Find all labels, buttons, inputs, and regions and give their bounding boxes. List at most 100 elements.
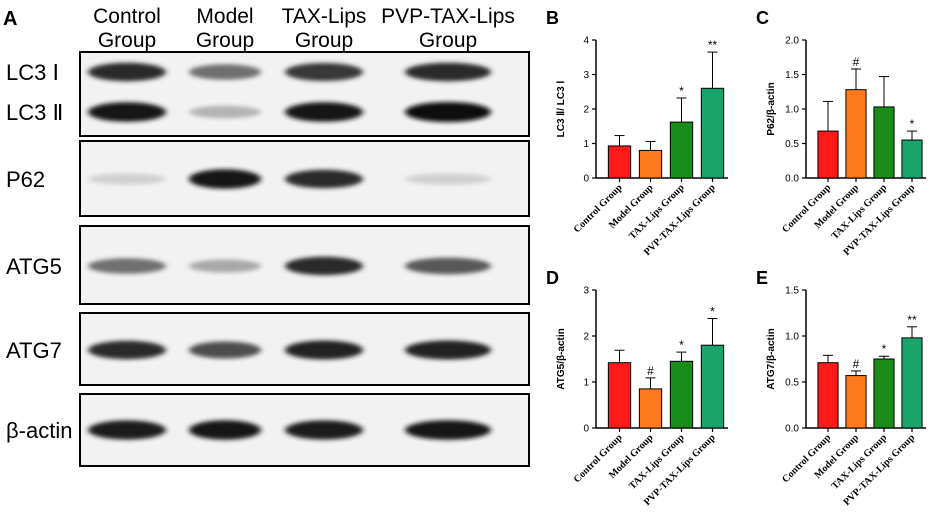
significance-label: **	[708, 38, 718, 52]
y-axis-label: ATG7/β-actin	[766, 328, 777, 389]
column-header-tax-lips-line1: TAX-Lips	[282, 5, 367, 28]
blot-band	[405, 257, 491, 275]
y-tick-label: 1.5	[785, 286, 799, 297]
column-header-model-line1: Model	[196, 5, 253, 28]
significance-label: #	[647, 364, 654, 378]
column-header-tax-lips-line2: Group	[295, 29, 353, 52]
y-tick-label: 1	[583, 378, 589, 389]
bar	[817, 130, 839, 179]
y-tick-label: 2.0	[785, 36, 799, 47]
blot-band	[285, 256, 363, 276]
significance-label: *	[710, 305, 715, 319]
bar	[700, 87, 725, 179]
bar	[607, 145, 632, 179]
bar-chart-c: C 0.0 0.5 1.0 1.5 2.0 P62/β-actin Control Group…	[756, 8, 926, 258]
blot-band	[88, 102, 166, 122]
bar	[873, 358, 895, 429]
column-header-pvp-tax-lips-line2: Group	[419, 29, 477, 52]
blot-band	[88, 173, 166, 185]
y-tick-label: 3	[583, 70, 589, 81]
significance-label: *	[679, 338, 684, 352]
panel-letter: E	[756, 268, 768, 288]
y-tick-label: 0.5	[785, 378, 799, 389]
blot-band	[88, 340, 166, 360]
column-headers: Control Group Model Group TAX-Lips Group…	[93, 5, 515, 52]
panel-letter: C	[756, 8, 769, 28]
blot-row-label: ATG7	[6, 338, 62, 363]
column-header-pvp-tax-lips-line1: PVP-TAX-Lips	[381, 5, 515, 28]
bar	[669, 360, 694, 429]
bar	[638, 149, 663, 179]
blot-row-label: LC3 Ⅰ	[6, 60, 59, 85]
bar	[817, 362, 839, 429]
blot-row-label: LC3 Ⅱ	[6, 100, 63, 125]
y-tick-label: 1.5	[785, 70, 799, 81]
bar	[638, 388, 663, 429]
blot-band	[405, 62, 491, 82]
column-header-control-line1: Control	[93, 5, 161, 28]
bar	[901, 139, 923, 179]
western-blot-panel: A Control Group Model Group TAX-Lips Gro…	[3, 5, 530, 467]
y-tick-label: 0	[583, 424, 589, 435]
blot-band	[285, 63, 363, 81]
y-tick-label: 4	[583, 36, 589, 47]
y-tick-label: 1.0	[785, 332, 799, 343]
blot-band	[285, 420, 363, 440]
significance-label: **	[907, 313, 917, 327]
column-header-model-line2: Group	[196, 29, 254, 52]
panel-letter: B	[546, 8, 559, 28]
blot-row: LC3 Ⅰ LC3 Ⅱ	[6, 51, 530, 137]
significance-label: #	[853, 357, 860, 371]
category-label: TAX-Lips Group	[627, 182, 687, 242]
y-axis-label: ATG5/β-actin	[556, 328, 567, 389]
y-tick-label: 1.0	[785, 105, 799, 116]
blot-band	[405, 420, 491, 440]
blot-row-label: P62	[6, 167, 45, 192]
blot-row: ATG5	[6, 225, 530, 305]
bar	[845, 89, 867, 179]
blot-band	[189, 420, 261, 440]
category-label: Control Group	[780, 432, 833, 485]
y-axis-label: LC3 Ⅱ/ LC3 Ⅰ	[556, 81, 567, 138]
y-tick-label: 3	[583, 286, 589, 297]
blot-band	[189, 105, 261, 119]
significance-label: *	[910, 117, 915, 131]
blot-band	[405, 340, 491, 360]
bar	[873, 106, 895, 179]
blot-row: P62	[6, 140, 530, 217]
blot-band	[88, 258, 166, 274]
bar	[700, 344, 725, 429]
y-tick-label: 1	[583, 139, 589, 150]
blot-row: ATG7	[6, 312, 530, 386]
panel-letter-a: A	[3, 8, 17, 30]
bar	[845, 375, 867, 429]
y-tick-label: 2	[583, 332, 589, 343]
blot-band	[285, 340, 363, 360]
y-axis-label: P62/β-actin	[766, 82, 777, 135]
blot-band	[189, 341, 261, 359]
blot-rows: LC3 Ⅰ LC3 Ⅱ P62 ATG5 ATG7 β-actin	[6, 51, 530, 467]
significance-label: #	[853, 55, 860, 69]
y-tick-label: 2	[583, 105, 589, 116]
panel-letter: D	[546, 268, 559, 288]
blot-row-label: β-actin	[6, 418, 72, 443]
y-tick-label: 0.0	[785, 174, 799, 185]
blot-band	[189, 259, 261, 273]
significance-label: *	[679, 84, 684, 98]
blot-band	[285, 169, 363, 189]
blot-band	[189, 169, 261, 189]
blot-row: β-actin	[6, 393, 530, 467]
blot-band	[405, 102, 491, 122]
bar	[901, 337, 923, 429]
column-header-control-line2: Group	[98, 29, 156, 52]
significance-label: *	[882, 342, 887, 356]
bar	[607, 362, 632, 429]
category-label: Control Group	[780, 182, 833, 235]
blot-band	[285, 102, 363, 122]
category-label: TAX-Lips Group	[627, 432, 687, 492]
y-tick-label: 0	[583, 174, 589, 185]
bar	[669, 121, 694, 179]
